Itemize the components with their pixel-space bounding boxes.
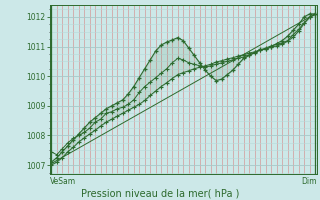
Text: Dim: Dim: [301, 177, 317, 186]
Text: VeSam: VeSam: [50, 177, 76, 186]
Text: Pression niveau de la mer( hPa ): Pression niveau de la mer( hPa ): [81, 188, 239, 198]
